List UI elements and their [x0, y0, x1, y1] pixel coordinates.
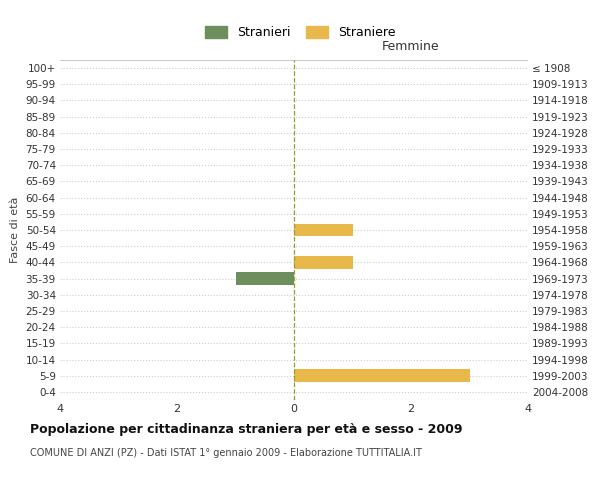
Text: COMUNE DI ANZI (PZ) - Dati ISTAT 1° gennaio 2009 - Elaborazione TUTTITALIA.IT: COMUNE DI ANZI (PZ) - Dati ISTAT 1° genn… — [30, 448, 422, 458]
Bar — [235, 272, 294, 285]
Bar — [294, 224, 353, 236]
Legend: Stranieri, Straniere: Stranieri, Straniere — [199, 21, 401, 44]
Text: Femmine: Femmine — [382, 40, 440, 53]
Bar — [294, 369, 470, 382]
Text: Popolazione per cittadinanza straniera per età e sesso - 2009: Popolazione per cittadinanza straniera p… — [30, 422, 463, 436]
Bar — [294, 256, 353, 269]
Y-axis label: Fasce di età: Fasce di età — [10, 197, 20, 263]
Y-axis label: Anni di nascita: Anni di nascita — [597, 188, 600, 271]
